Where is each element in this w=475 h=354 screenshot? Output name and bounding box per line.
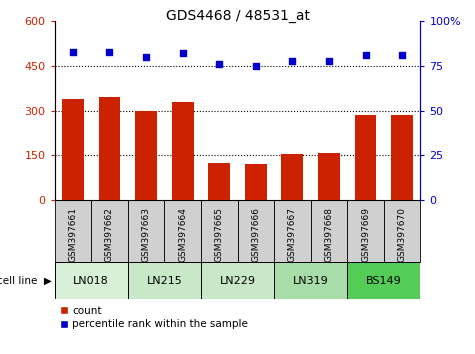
Point — [398, 52, 406, 58]
Bar — [311, 200, 347, 262]
Text: LN215: LN215 — [146, 275, 182, 286]
Bar — [238, 200, 274, 262]
Point — [105, 49, 113, 55]
Bar — [201, 200, 238, 262]
Point — [325, 58, 332, 63]
Text: GSM397667: GSM397667 — [288, 207, 297, 262]
Bar — [55, 262, 128, 299]
Bar — [62, 99, 84, 200]
Bar — [135, 110, 157, 200]
Bar — [318, 153, 340, 200]
Text: GSM397668: GSM397668 — [324, 207, 333, 262]
Bar — [201, 262, 274, 299]
Bar — [245, 164, 267, 200]
Text: GSM397665: GSM397665 — [215, 207, 224, 262]
Legend: count, percentile rank within the sample: count, percentile rank within the sample — [60, 306, 248, 329]
Bar — [391, 115, 413, 200]
Bar — [274, 200, 311, 262]
Text: LN319: LN319 — [293, 275, 329, 286]
Point — [289, 58, 296, 63]
Text: GSM397663: GSM397663 — [142, 207, 151, 262]
Bar — [384, 200, 420, 262]
Point — [142, 54, 150, 60]
Bar — [91, 200, 128, 262]
Bar — [98, 97, 121, 200]
Bar — [347, 200, 384, 262]
Bar — [347, 262, 420, 299]
Text: GSM397661: GSM397661 — [68, 207, 77, 262]
Point — [216, 61, 223, 67]
Text: GSM397670: GSM397670 — [398, 207, 407, 262]
Bar — [171, 102, 194, 200]
Bar — [354, 115, 377, 200]
Text: GSM397664: GSM397664 — [178, 207, 187, 262]
Text: LN229: LN229 — [219, 275, 256, 286]
Bar — [164, 200, 201, 262]
Text: GDS4468 / 48531_at: GDS4468 / 48531_at — [165, 9, 310, 23]
Point — [252, 63, 259, 69]
Bar — [274, 262, 347, 299]
Text: cell line  ▶: cell line ▶ — [0, 275, 52, 286]
Bar — [128, 262, 201, 299]
Text: GSM397666: GSM397666 — [251, 207, 260, 262]
Bar — [55, 200, 91, 262]
Text: BS149: BS149 — [366, 275, 402, 286]
Bar — [208, 163, 230, 200]
Bar — [281, 154, 304, 200]
Bar — [128, 200, 164, 262]
Point — [362, 52, 370, 58]
Text: GSM397662: GSM397662 — [105, 207, 114, 262]
Point — [69, 49, 77, 55]
Point — [179, 51, 186, 56]
Text: GSM397669: GSM397669 — [361, 207, 370, 262]
Text: LN018: LN018 — [73, 275, 109, 286]
